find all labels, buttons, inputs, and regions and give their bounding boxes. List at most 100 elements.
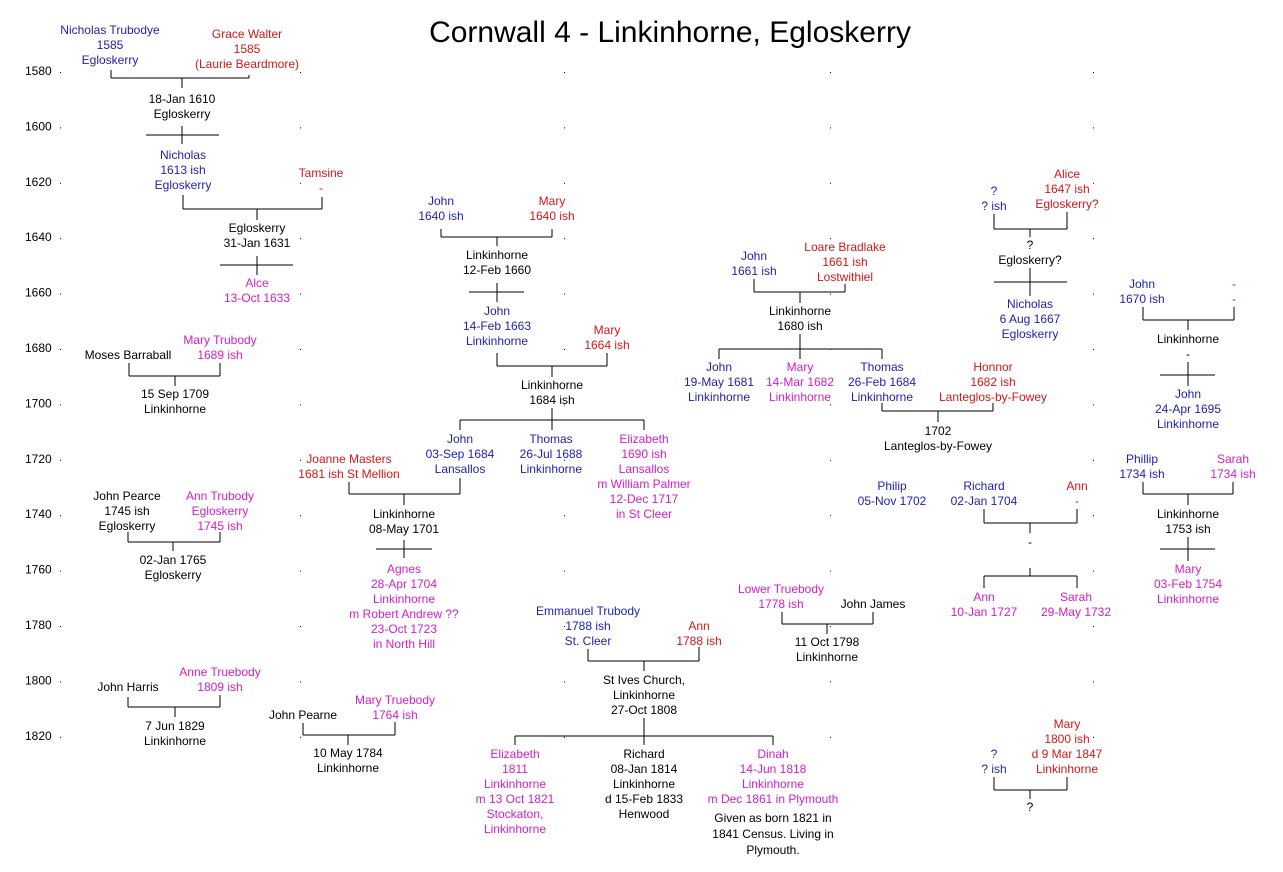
person-line: Thomas [529,432,572,446]
person-line: 10-Jan 1727 [951,605,1018,619]
person-line: m William Palmer [597,477,690,491]
person-line: 28-Apr 1704 [371,577,437,591]
person-line: Phillip [1126,452,1158,466]
guide-dot [564,293,565,295]
guide-dot [60,72,61,73]
guide-dot [1093,681,1094,683]
guide-dot [60,626,61,627]
person-line: Linkinhorne [769,304,831,318]
year-label-1660: 1660 [25,286,52,300]
person-line: 7 Jun 1829 [145,719,205,733]
person-line: - [319,181,323,195]
person-line: 31-Jan 1631 [224,236,291,250]
year-label-1680: 1680 [25,341,52,355]
guide-dot [830,238,831,240]
person-line: 1745 ish [197,519,242,533]
guide-dot [1093,127,1094,129]
guide-dot [60,404,61,406]
person-p70: ? [1027,800,1034,814]
guide-dot [1093,626,1094,627]
person-line: Linkinhorne [688,390,750,404]
guide-dot [564,736,565,738]
person-line: 1800 ish [1044,732,1089,746]
person-line: Linkinhorne [521,378,583,392]
person-p56: ?? ish [981,184,1006,213]
guide-dot [1093,72,1094,73]
guide-dot [830,515,831,517]
guide-dot [564,515,565,517]
person-line: 19-May 1681 [684,375,754,389]
person-line: 1690 ish [621,447,666,461]
person-line: Lower Truebody [738,582,824,596]
person-line: John [706,360,732,374]
person-line: John Pearce [93,489,161,503]
guide-dot [564,570,565,572]
person-line: Egloskerry [1002,327,1059,341]
person-line: Egloskerry? [998,253,1062,267]
person-line: 1788 ish [565,619,610,633]
person-line: 26-Jul 1688 [520,447,583,461]
person-p38: Given as born 1821 in 1841 Census. Living… [712,811,833,857]
guide-dot [564,182,565,184]
guide-dot [564,459,565,461]
guide-dot [60,736,61,738]
guide-dot [60,127,61,129]
person-line: 08-May 1701 [369,522,439,536]
guide-dot [300,72,301,73]
person-line: John Pearne [269,708,337,722]
person-line: Alice [1054,167,1080,181]
person-line: 23-Oct 1723 [371,622,437,636]
person-line: 18-Jan 1610 [149,92,216,106]
person-line: 1764 ish [372,708,417,722]
person-line: 1809 ish [197,680,242,694]
person-line: Mary [594,323,621,337]
guide-dot [564,238,565,240]
guide-dot [300,626,301,627]
guide-dot [830,681,831,683]
person-line: 1682 ish [970,375,1015,389]
person-line: Linkinhorne [317,761,379,775]
person-line: Ann [1066,479,1087,493]
person-line: Elizabeth [619,432,668,446]
guide-dot [300,459,301,461]
person-line: Plymouth. [746,843,799,857]
person-line: 03-Sep 1684 [426,447,495,461]
person-line: Lansallos [619,462,670,476]
guide-dot [300,736,301,738]
person-line: 6 Aug 1667 [1000,312,1061,326]
guide-dot [60,293,61,295]
guide-dot [300,182,301,184]
guide-dot [1093,238,1094,240]
guide-dot [564,626,565,627]
person-line: 15 Sep 1709 [141,387,209,401]
guide-dot [60,570,61,572]
person-line: 1811 [502,762,528,776]
person-line: 1778 ish [758,597,803,611]
guide-dot [60,238,61,240]
person-p69: ?? ish [981,747,1006,776]
person-line: ? [991,184,998,198]
guide-dot [1093,515,1094,517]
person-line: John [1175,387,1201,401]
person-line: Philip [877,479,907,493]
guide-dot [564,404,565,406]
